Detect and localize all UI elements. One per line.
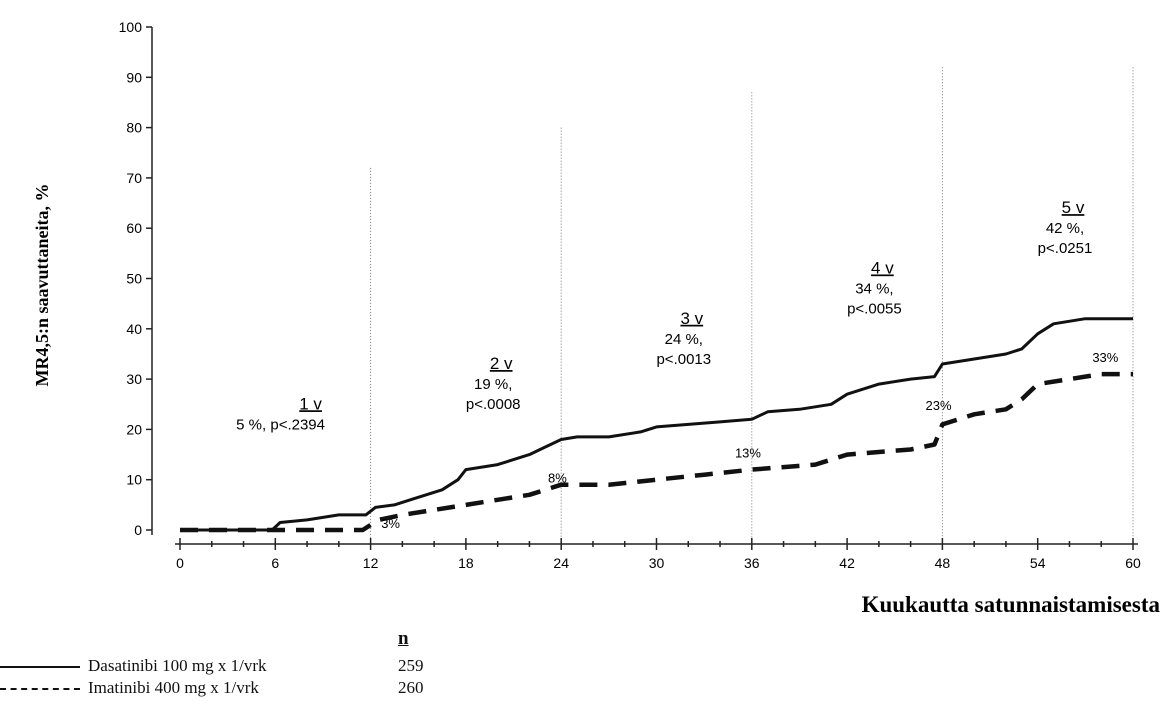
period-label: 2 v (490, 354, 513, 373)
x-tick-label: 0 (176, 555, 184, 571)
x-tick-label: 42 (839, 555, 855, 571)
stat-label: 19 %, (474, 376, 512, 393)
legend-label: Imatinibi 400 mg x 1/vrk (88, 678, 259, 697)
stat-label: 24 %, (665, 331, 703, 348)
period-label: 5 v (1062, 198, 1085, 217)
y-tick-label: 90 (126, 69, 142, 85)
y-tick-label: 60 (126, 220, 142, 236)
legend-dashed-line (0, 688, 80, 691)
stat-label: 42 %, (1046, 220, 1084, 237)
imatinib-value-label: 13% (735, 446, 761, 461)
imatinib-value-label: 8% (548, 471, 567, 486)
legend-n-header: n (398, 628, 409, 649)
x-tick-label: 12 (363, 555, 379, 571)
series (180, 317, 1133, 533)
legend-label: Dasatinibi 100 mg x 1/vrk (88, 656, 267, 675)
x-tick-label: 30 (649, 555, 665, 571)
period-label: 3 v (680, 309, 703, 328)
y-tick-label: 100 (119, 19, 143, 35)
y-tick-label: 10 (126, 472, 142, 488)
stat-label: p<.0251 (1038, 240, 1093, 257)
legend-n-value: 259 (398, 656, 424, 675)
x-tick-label: 36 (744, 555, 760, 571)
x-tick-label: 24 (553, 555, 569, 571)
legend: n Dasatinibi 100 mg x 1/vrk 259 Imatinib… (0, 628, 600, 704)
y-tick-label: 50 (126, 271, 142, 287)
y-tick-label: 80 (126, 120, 142, 136)
axes: 0 10 20 30 40 50 60 70 80 90 100 0 6 12 18 24 30 36 42 48 54… (119, 19, 1141, 571)
y-tick-label: 70 (126, 170, 142, 186)
y-axis-label: MR4,5:n saavuttaneita, % (32, 184, 52, 387)
series-line-dasatinib (180, 317, 1133, 532)
stat-label: p<.0008 (466, 396, 521, 413)
stat-label: p<.0055 (847, 300, 902, 317)
x-tick-label: 18 (458, 555, 474, 571)
annotations: 1 v 5 %, p<.2394 3% 2 v 19 %, p<.0008 8% 3 v 24 … (236, 198, 1119, 531)
period-label: 4 v (871, 258, 894, 277)
legend-item-dasatinib: Dasatinibi 100 mg x 1/vrk (0, 656, 266, 676)
stat-label: 5 %, p<.2394 (236, 416, 325, 433)
x-tick-label: 54 (1030, 555, 1046, 571)
y-tick-label: 40 (126, 321, 142, 337)
imatinib-value-label: 23% (926, 398, 952, 413)
y-tick-label: 30 (126, 371, 142, 387)
reference-lines (370, 67, 1134, 540)
y-tick-label: 0 (134, 522, 142, 538)
y-tick-label: 20 (126, 421, 142, 437)
x-axis-label: Kuukautta satunnaistamisesta (862, 592, 1161, 617)
chart-area: 0 10 20 30 40 50 60 70 80 90 100 0 6 12 18 24 30 36 42 48 54… (32, 19, 1161, 617)
period-label: 1 v (299, 394, 322, 413)
series-line-imatinib (180, 371, 1133, 533)
x-tick-label: 48 (935, 555, 951, 571)
stat-label: 34 %, (855, 280, 893, 297)
legend-n-value: 260 (398, 678, 424, 697)
imatinib-value-label: 3% (381, 516, 400, 531)
stat-label: p<.0013 (656, 351, 711, 368)
legend-solid-line (0, 666, 80, 669)
x-tick-label: 6 (271, 555, 279, 571)
legend-item-imatinib: Imatinibi 400 mg x 1/vrk (0, 678, 259, 698)
x-tick-label: 60 (1125, 555, 1141, 571)
imatinib-value-label: 33% (1092, 350, 1118, 365)
